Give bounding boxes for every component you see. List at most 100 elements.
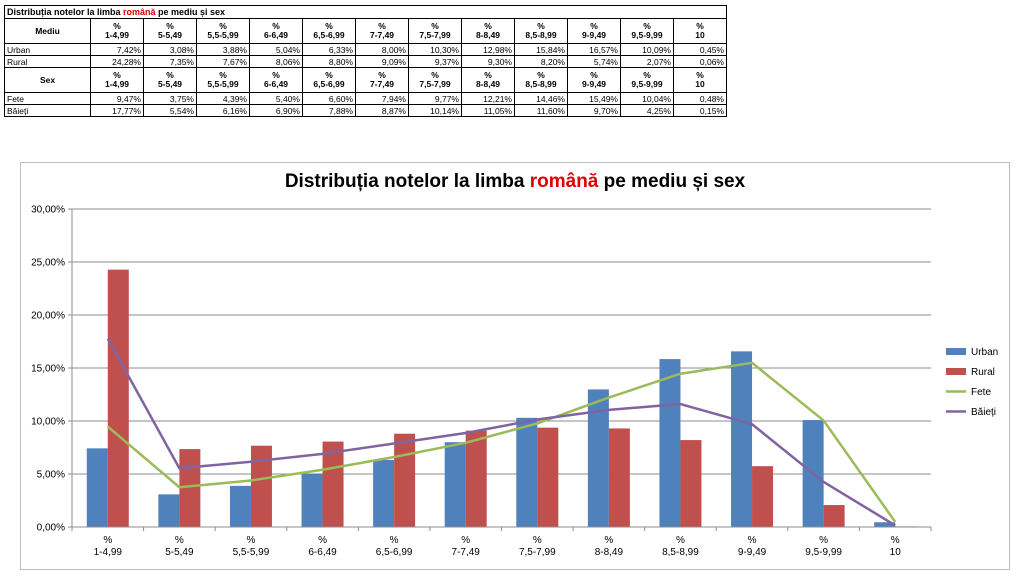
table-title-row: Distribuția notelor la limba română pe m… — [4, 5, 727, 19]
column-header: % 10 — [673, 67, 727, 93]
row-label: Rural — [4, 55, 91, 68]
row-label: Urban — [4, 43, 91, 56]
table-cell: 9,09% — [355, 55, 409, 68]
bar-rural — [537, 427, 559, 527]
table-cell: 10,14% — [408, 104, 462, 117]
column-header: % 5,5-5,99 — [196, 18, 250, 44]
table-cell: 0,48% — [673, 92, 727, 105]
x-tick-prefix: % — [891, 535, 900, 546]
column-header-pct: % — [166, 70, 174, 80]
y-tick-label: 0,00% — [37, 523, 65, 534]
bar-rural — [680, 440, 702, 527]
x-tick-prefix: % — [390, 535, 399, 546]
bar-urban — [516, 417, 538, 527]
y-tick-label: 5,00% — [37, 470, 65, 481]
table-row: Urban 7,42% 3,08% 3,88% 5,04% 6,33% 8,00% 10,30… — [4, 43, 727, 56]
table-cell: 6,90% — [249, 104, 303, 117]
column-header-range: 5-5,49 — [157, 30, 183, 40]
column-header-pct: % — [219, 21, 227, 31]
column-header-pct: % — [431, 21, 439, 31]
table-title: Distribuția notelor la limba română pe m… — [4, 5, 727, 19]
header-label: Sex — [4, 67, 91, 93]
column-header: % 7,5-7,99 — [408, 18, 462, 44]
table-cell: 3,08% — [143, 43, 197, 56]
table-cell: 4,39% — [196, 92, 250, 105]
table-cell: 6,16% — [196, 104, 250, 117]
x-tick-label: 8-8,49 — [595, 547, 624, 558]
column-header: % 9,5-9,99 — [620, 18, 674, 44]
chart-title-highlight: română — [529, 171, 599, 192]
table-cell: 0,06% — [673, 55, 727, 68]
column-header-pct: % — [166, 21, 174, 31]
x-tick-label: 7-7,49 — [452, 547, 481, 558]
x-tick-prefix: % — [604, 535, 613, 546]
x-tick-prefix: % — [748, 535, 757, 546]
table-cell: 12,21% — [461, 92, 515, 105]
table-row: Rural 24,28% 7,35% 7,67% 8,06% 8,80% 9,09% 9,37… — [4, 55, 727, 68]
column-header: % 6,5-6,99 — [302, 18, 356, 44]
column-header-range: 9-9,49 — [581, 79, 607, 89]
table-cell: 16,57% — [567, 43, 621, 56]
header-row-sex: Sex% 1-4,99% 5-5,49% 5,5-5,99% 6-6,49% 6,5-6,… — [4, 67, 727, 93]
table-cell: 6,60% — [302, 92, 356, 105]
column-header-range: 8-8,49 — [475, 79, 501, 89]
table-cell: 0,45% — [673, 43, 727, 56]
x-tick-label: 9-9,49 — [738, 547, 767, 558]
column-header-range: 7,5-7,99 — [419, 79, 451, 89]
table-title-suffix: pe mediu și sex — [155, 7, 226, 17]
column-header-pct: % — [378, 70, 386, 80]
legend-label: Fete — [971, 387, 991, 398]
column-header-pct: % — [590, 21, 598, 31]
x-tick-label: 6-6,49 — [308, 547, 337, 558]
column-header: % 5-5,49 — [143, 67, 197, 93]
table-cell: 24,28% — [90, 55, 144, 68]
table-cell: 17,77% — [90, 104, 144, 117]
x-tick-label: 5,5-5,99 — [233, 547, 270, 558]
table-cell: 15,49% — [567, 92, 621, 105]
column-header-range: 8,5-8,99 — [525, 30, 557, 40]
table-title-prefix: Distribuția notelor la limba — [7, 7, 124, 17]
table-cell: 7,35% — [143, 55, 197, 68]
chart-plot: 0,00% 5,00% 10,00% 15,00% 20,00% 25,00% 30,00%… — [31, 205, 998, 559]
chart-title-prefix: Distribuția notelor la limba — [284, 171, 530, 192]
bar-urban — [158, 494, 180, 527]
column-header: % 8-8,49 — [461, 67, 515, 93]
bar-rural — [394, 433, 416, 527]
column-header-range: 9-9,49 — [581, 30, 607, 40]
table-cell: 8,00% — [355, 43, 409, 56]
table-cell: 7,42% — [90, 43, 144, 56]
y-tick-label: 30,00% — [31, 205, 65, 216]
column-header: % 9-9,49 — [567, 67, 621, 93]
table-cell: 9,77% — [408, 92, 462, 105]
column-header-range: 7,5-7,99 — [419, 30, 451, 40]
column-header-range: 5,5-5,99 — [207, 79, 239, 89]
chart-title-suffix: pe mediu și sex — [598, 171, 746, 192]
table-cell: 8,20% — [514, 55, 568, 68]
bar-rural — [322, 441, 344, 527]
column-header-range: 8-8,49 — [475, 30, 501, 40]
column-header-pct: % — [696, 21, 704, 31]
column-header-range: 10 — [695, 79, 705, 89]
table-cell: 3,75% — [143, 92, 197, 105]
column-header-range: 5,5-5,99 — [207, 30, 239, 40]
column-header: % 7,5-7,99 — [408, 67, 462, 93]
x-tick-prefix: % — [676, 535, 685, 546]
table-row: Băieți 17,77% 5,54% 6,16% 6,90% 7,88% 8,87% 10,… — [4, 104, 727, 117]
table-cell: 7,94% — [355, 92, 409, 105]
legend-swatch-urban — [946, 348, 966, 355]
y-tick-label: 25,00% — [31, 258, 65, 269]
column-header-pct: % — [696, 70, 704, 80]
column-header-pct: % — [643, 21, 651, 31]
bar-urban — [659, 359, 681, 527]
bar-urban — [86, 448, 108, 527]
column-header-range: 1-4,99 — [104, 30, 130, 40]
column-header-pct: % — [272, 21, 280, 31]
column-header-range: 6-6,49 — [263, 79, 289, 89]
x-tick-label: 6,5-6,99 — [376, 547, 413, 558]
column-header: % 10 — [673, 18, 727, 44]
bar-urban — [301, 473, 323, 527]
table-cell: 7,67% — [196, 55, 250, 68]
column-header-pct: % — [113, 70, 121, 80]
table-cell: 9,30% — [461, 55, 515, 68]
table-row: Fete 9,47% 3,75% 4,39% 5,40% 6,60% 7,94% 9,77% 1… — [4, 92, 727, 105]
